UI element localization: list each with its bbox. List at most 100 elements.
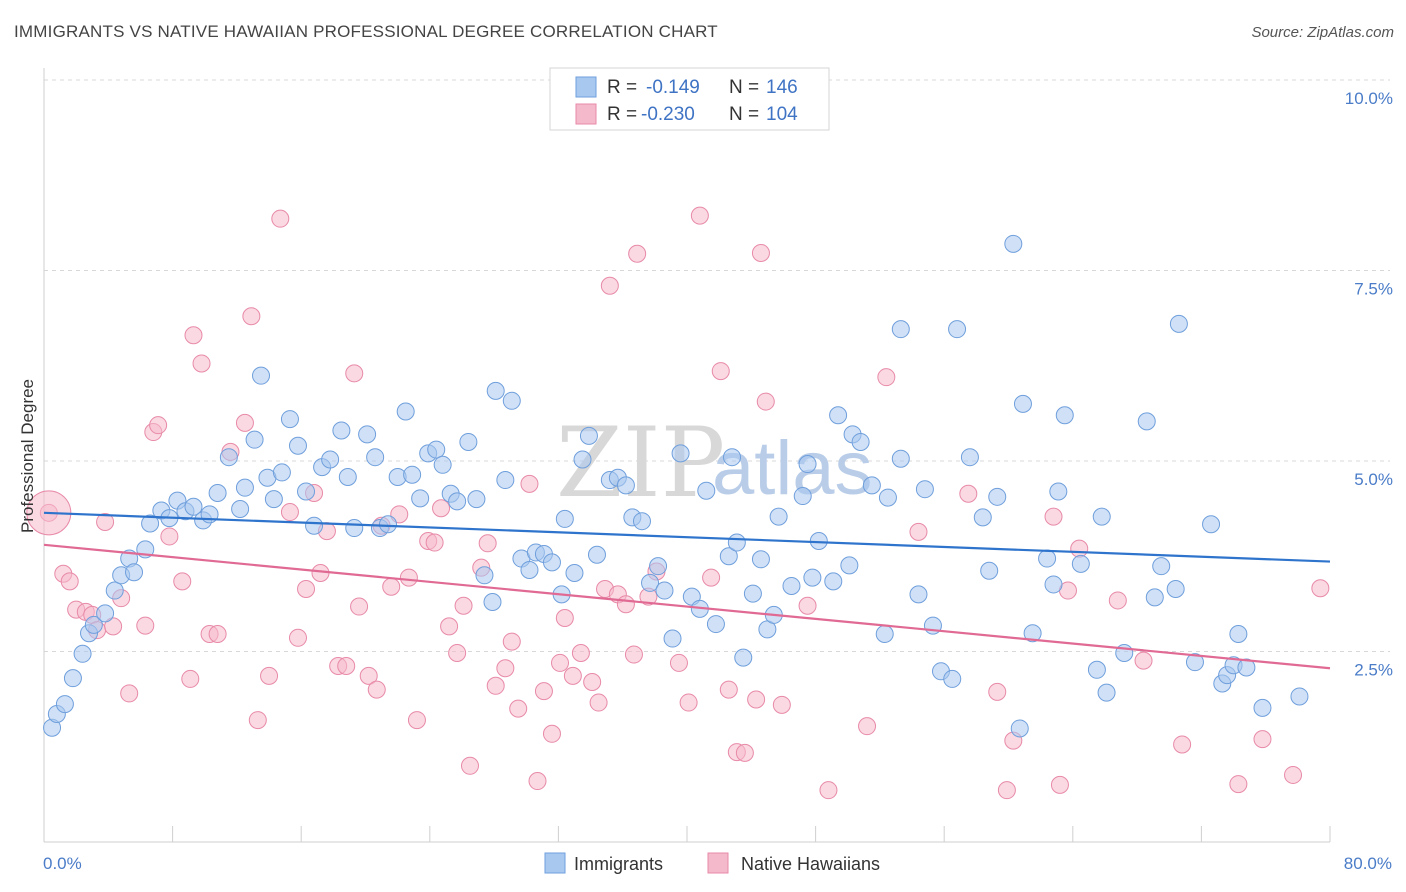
immigrants-point xyxy=(1087,660,1106,679)
immigrants-point xyxy=(475,566,494,585)
immigrants-point xyxy=(862,476,881,495)
immigrants-point xyxy=(433,455,452,474)
native-hawaiians-point xyxy=(280,503,299,522)
immigrants-point xyxy=(943,669,962,688)
immigrants-point xyxy=(245,430,264,449)
native-hawaiians-point xyxy=(350,597,369,616)
native-hawaiians-point xyxy=(509,699,528,718)
immigrants-point xyxy=(671,444,690,463)
immigrants-point xyxy=(1152,557,1171,576)
native-hawaiians-point xyxy=(624,645,643,664)
native-hawaiians-point xyxy=(345,364,364,383)
immigrants-point xyxy=(1145,588,1164,607)
native-hawaiians-point xyxy=(772,695,791,714)
immigrants-point xyxy=(1290,687,1309,706)
immigrants-point xyxy=(208,484,227,503)
immigrants-point xyxy=(782,576,801,595)
trend-lines xyxy=(43,511,1331,670)
immigrants-point xyxy=(793,487,812,506)
immigrants-point xyxy=(411,489,430,508)
immigrants-point xyxy=(1004,234,1023,253)
immigrants-point xyxy=(891,320,910,339)
immigrants-point xyxy=(63,669,82,688)
immigrants-point xyxy=(305,516,324,535)
native-hawaiians-point xyxy=(555,608,574,627)
immigrants-point xyxy=(743,584,762,603)
immigrants-point xyxy=(1023,624,1042,643)
x-tick-label-min: 0.0% xyxy=(43,854,82,873)
immigrants-point xyxy=(496,471,515,490)
native-hawaiians-point xyxy=(208,624,227,643)
immigrants-point xyxy=(1237,658,1256,677)
immigrants-point xyxy=(663,629,682,648)
native-hawaiians-point xyxy=(520,474,539,493)
immigrants-point xyxy=(1229,624,1248,643)
legend-r-value-1: -0.149 xyxy=(646,77,700,98)
immigrants-point xyxy=(565,564,584,583)
native-hawaiians-point xyxy=(1070,539,1089,558)
immigrants-point xyxy=(915,480,934,499)
native-hawaiians-point xyxy=(1311,579,1330,598)
native-hawaiians-point xyxy=(359,666,378,685)
native-hawaiians-point xyxy=(528,772,547,791)
immigrants-point xyxy=(697,481,716,500)
legend-n-value-2: 104 xyxy=(766,104,798,125)
immigrants-point xyxy=(587,545,606,564)
immigrants-point xyxy=(555,509,574,528)
immigrants-point xyxy=(486,381,505,400)
immigrants-point xyxy=(875,624,894,643)
native-hawaiians-point xyxy=(909,522,928,541)
y-tick-label: 5.0% xyxy=(1354,470,1393,489)
immigrants-point xyxy=(1169,314,1188,333)
legend-r-value-2: -0.230 xyxy=(641,104,695,125)
native-hawaiians-point xyxy=(454,596,473,615)
y-tick-labels: 2.5% 5.0% 7.5% 10.0% xyxy=(1345,89,1393,680)
legend-r-label-2: R = xyxy=(607,104,637,125)
x-tick-label-max: 80.0% xyxy=(1344,854,1392,873)
immigrants-point xyxy=(1071,554,1090,573)
immigrants-point xyxy=(84,615,103,634)
legend-swatch-native-hawaiians xyxy=(575,103,597,125)
native-hawaiians-point xyxy=(248,711,267,730)
native-hawaiians-point xyxy=(390,505,409,524)
immigrants-points xyxy=(43,234,1309,738)
native-hawaiians-point xyxy=(260,666,279,685)
legend-swatch-immigrants xyxy=(575,76,597,98)
immigrants-point xyxy=(891,449,910,468)
native-hawaiians-point xyxy=(432,499,451,518)
immigrants-trend-line xyxy=(43,511,1331,563)
immigrants-point xyxy=(379,515,398,534)
immigrants-point xyxy=(1137,412,1156,431)
immigrants-point xyxy=(427,440,446,459)
immigrants-point xyxy=(649,557,668,576)
native-hawaiians-point xyxy=(997,781,1016,800)
immigrants-point xyxy=(235,478,254,497)
native-hawaiians-point xyxy=(235,413,254,432)
native-hawaiians-point xyxy=(798,596,817,615)
immigrants-point xyxy=(824,572,843,591)
native-hawaiians-point xyxy=(751,243,770,262)
native-hawaiians-point xyxy=(600,276,619,295)
native-hawaiians-point xyxy=(1108,591,1127,610)
immigrants-point xyxy=(1055,406,1074,425)
immigrants-point xyxy=(219,448,238,467)
immigrants-point xyxy=(719,547,738,566)
native-hawaiians-point xyxy=(502,632,521,651)
y-axis-label: Professional Degree xyxy=(18,379,37,533)
native-hawaiians-point xyxy=(181,669,200,688)
immigrants-point xyxy=(125,563,144,582)
immigrants-point xyxy=(734,648,753,667)
native-hawaiians-point xyxy=(690,206,709,225)
immigrants-point xyxy=(280,410,299,429)
native-hawaiians-point xyxy=(551,653,570,672)
immigrants-point xyxy=(851,432,870,451)
immigrants-point xyxy=(655,581,674,600)
source-note: Source: ZipAtlas.com xyxy=(1251,24,1394,41)
immigrants-point xyxy=(1185,653,1204,672)
native-hawaiians-point xyxy=(959,484,978,503)
immigrants-point xyxy=(1010,719,1029,738)
immigrants-point xyxy=(1166,580,1185,599)
immigrants-point xyxy=(96,604,115,623)
native-hawaiians-point xyxy=(367,680,386,699)
